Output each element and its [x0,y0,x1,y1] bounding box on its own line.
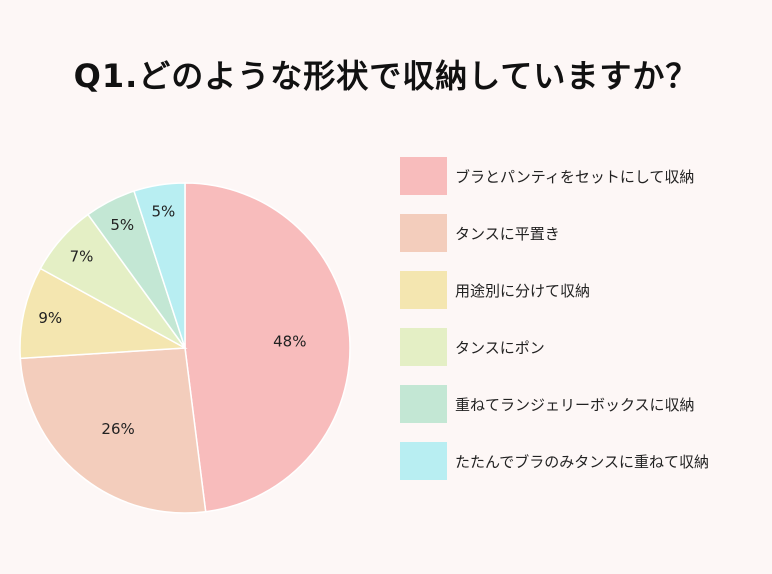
slice-value-label: 5% [110,216,134,234]
legend-swatch [400,442,447,480]
legend-swatch [400,214,447,252]
chart-title: Q1.どのような形状で収納していますか？ [73,57,699,95]
legend-item: 重ねてランジェリーボックスに収納 [400,385,760,423]
legend-swatch [400,271,447,309]
legend-label: タンスにポン [455,338,545,357]
pie-slice-3 [19,267,188,360]
legend-label: 用途別に分けて収納 [455,281,591,300]
slice-value-label: 26% [101,420,134,438]
legend-label: タンスに平置き [455,224,560,243]
chart-legend: ブラとパンティをセットにして収納 タンスに平置き用途別に分けて収納 タンスにポン重ね… [400,157,760,499]
legend-swatch [400,157,447,195]
slice-value-label: 7% [70,248,94,266]
legend-item: タンスにポン [400,328,760,366]
slice-value-label: 5% [152,203,176,221]
legend-swatch [400,328,447,366]
slice-value-label: 9% [38,309,62,327]
legend-item: たたんでブラのみタンスに重ねて収納 [400,442,760,480]
legend-item: 用途別に分けて収納 [400,271,760,309]
pie-slice-2 [19,347,207,514]
pie-slice-6 [133,182,186,349]
legend-item: ブラとパンティをセットにして収納 [400,157,760,195]
slice-value-label: 48% [273,332,306,350]
legend-label: ブラとパンティをセットにして収納 [455,167,695,186]
pie-slice-1 [184,182,351,513]
legend-label: 重ねてランジェリーボックスに収納 [455,395,695,414]
legend-item: タンスに平置き [400,214,760,252]
legend-label: たたんでブラのみタンスに重ねて収納 [455,452,709,471]
legend-swatch [400,385,447,423]
